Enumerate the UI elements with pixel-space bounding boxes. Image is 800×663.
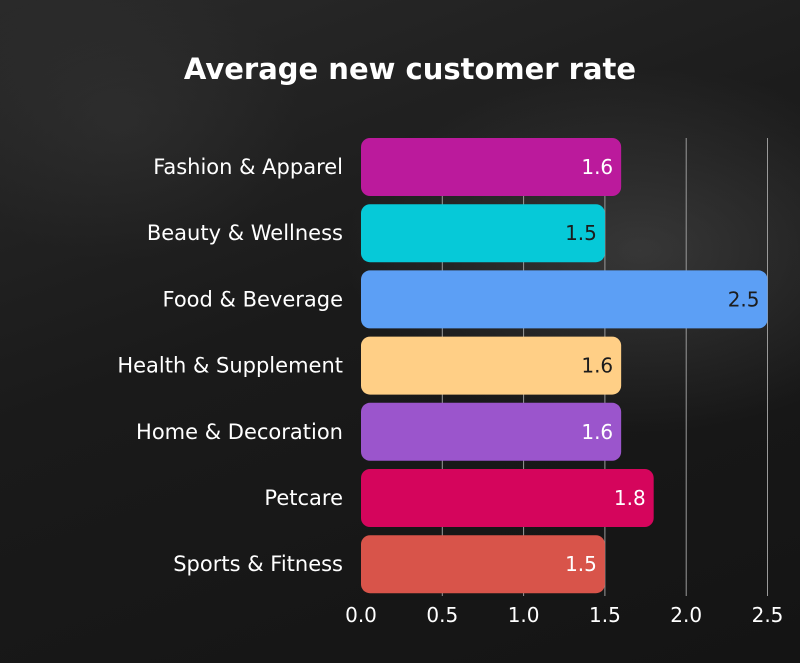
bar-value-label: 1.6 [581, 155, 613, 179]
category-labels: Fashion & Apparel Beauty & Wellness Food &… [117, 155, 343, 576]
bar-value-label: 2.5 [728, 287, 760, 311]
x-tick-label: 0.5 [426, 603, 458, 627]
bar-value-label: 1.6 [581, 420, 613, 444]
x-tick-label: 2.5 [752, 603, 784, 627]
category-label: Health & Supplement [117, 354, 343, 378]
x-tick-label: 2.0 [670, 603, 702, 627]
bar-value-label: 1.5 [565, 552, 597, 576]
category-label: Petcare [264, 486, 343, 510]
x-tick-label: 1.5 [589, 603, 621, 627]
bar [361, 402, 622, 461]
bar-value-label: 1.8 [614, 486, 646, 510]
x-tick-label: 0.0 [345, 603, 377, 627]
category-label: Beauty & Wellness [147, 221, 343, 245]
bar [361, 535, 605, 594]
category-label: Sports & Fitness [173, 552, 343, 576]
bars: 1.6 1.5 2.5 1.6 1.6 1.8 1.5 [361, 138, 768, 594]
category-label: Fashion & Apparel [153, 155, 343, 179]
x-axis-ticks: 0.0 0.5 1.0 1.5 2.0 2.5 [345, 603, 783, 627]
bar [361, 469, 654, 527]
bar-value-label: 1.6 [581, 354, 613, 378]
bar [361, 270, 768, 329]
bar [361, 204, 605, 263]
chart-title: Average new customer rate [184, 52, 636, 86]
category-label: Home & Decoration [136, 420, 343, 444]
bar-value-label: 1.5 [565, 221, 597, 245]
bar [361, 336, 622, 395]
x-tick-label: 1.0 [508, 603, 540, 627]
category-label: Food & Beverage [162, 287, 343, 311]
bar [361, 138, 622, 196]
